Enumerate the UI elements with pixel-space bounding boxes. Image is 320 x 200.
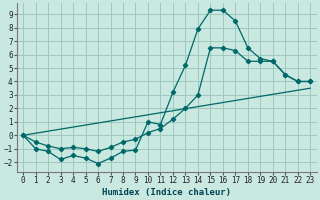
X-axis label: Humidex (Indice chaleur): Humidex (Indice chaleur)	[102, 188, 231, 197]
